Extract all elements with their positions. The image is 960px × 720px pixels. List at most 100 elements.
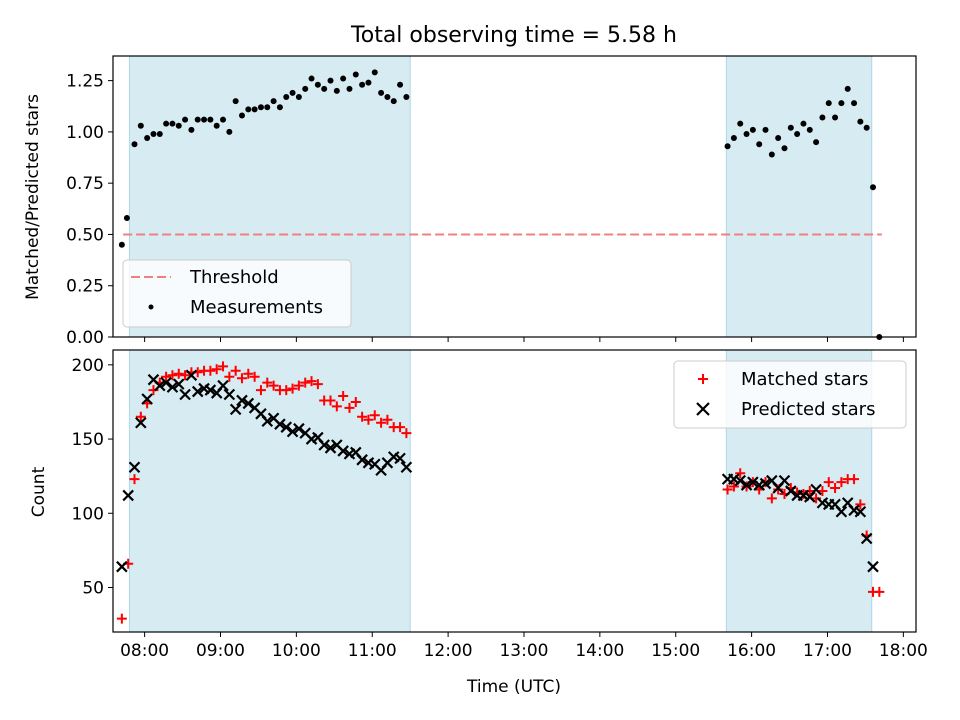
- measurement-point: [762, 126, 769, 133]
- x-tick-label: 11:00: [348, 641, 397, 661]
- legend-box: [122, 259, 352, 328]
- matched-star-point: [836, 477, 847, 488]
- matched-star-point: [135, 411, 146, 422]
- x-tick-label: 12:00: [424, 641, 473, 661]
- matched-star-point: [728, 481, 739, 492]
- matched-star-point: [855, 499, 866, 510]
- observing-window-span: [725, 55, 873, 338]
- x-axis-label: Time (UTC): [466, 677, 561, 697]
- matched-star-point: [722, 484, 733, 495]
- predicted-star-point: [324, 442, 337, 454]
- matched-star-point: [293, 380, 304, 391]
- matched-star-point: [344, 402, 355, 413]
- measurement-point: [743, 130, 750, 137]
- matched-star-point: [161, 371, 172, 382]
- measurement-point: [775, 135, 782, 142]
- measurement-point: [813, 139, 820, 146]
- predicted-star-point: [229, 403, 242, 416]
- measurement-point: [238, 112, 245, 119]
- predicted-star-point: [223, 388, 236, 401]
- matched-star-point: [376, 417, 387, 428]
- matched-star-point: [243, 368, 254, 379]
- measurement-point: [378, 89, 385, 96]
- measurement-point: [352, 71, 359, 78]
- predicted-star-point: [236, 394, 248, 407]
- matched-star-point: [350, 396, 361, 407]
- matched-star-point: [129, 474, 140, 485]
- legend: Threshold Measurements: [122, 259, 352, 328]
- predicted-star-point: [116, 560, 128, 573]
- measurement-point: [346, 85, 353, 92]
- measurement-point: [749, 126, 756, 133]
- x-tick-label: 17:00: [803, 641, 852, 661]
- measurement-point: [359, 81, 366, 88]
- measurement-point: [213, 122, 220, 129]
- matched-star-point: [357, 411, 368, 422]
- axes-frame: [112, 349, 917, 633]
- bottom-panel: 08:00 09:00 10:00 11:00 12:00 13:00 14:00 15:00…: [72, 349, 928, 661]
- x-tick-label: 10:00: [272, 641, 321, 661]
- predicted-star-point: [867, 560, 879, 573]
- measurement-point: [327, 77, 334, 84]
- matched-star-point: [268, 380, 279, 391]
- measurement-point: [737, 120, 744, 127]
- legend-threshold-label: Threshold: [189, 267, 279, 288]
- predicted-star-point: [286, 425, 299, 438]
- measurement-point: [787, 124, 794, 131]
- matched-star-point: [306, 376, 317, 387]
- measurement-point: [768, 151, 775, 158]
- x-tick-label: 18:00: [879, 641, 928, 661]
- predicted-star-point: [172, 378, 185, 390]
- predicted-star-point: [394, 452, 406, 465]
- predicted-star-point: [122, 489, 134, 502]
- matched-star-point: [401, 428, 412, 439]
- predicted-star-point: [835, 506, 848, 518]
- predicted-star-point: [400, 461, 413, 474]
- measurement-point: [283, 94, 290, 101]
- top-panel: 0.00 0.25 0.50 0.75 1.00 1.25 Threshold Measure…: [66, 55, 917, 348]
- matched-star-point: [287, 383, 298, 394]
- matched-star-point: [830, 483, 841, 494]
- measurement-point: [730, 135, 737, 142]
- bottom-y-axis-label: Count: [29, 466, 49, 517]
- predicted-star-point: [217, 379, 229, 392]
- measurement-point: [403, 94, 410, 101]
- measurement-point: [340, 75, 347, 82]
- measurement-point: [844, 85, 851, 92]
- matched-star-point: [338, 391, 349, 402]
- measurement-point: [226, 128, 233, 135]
- measurement-point: [150, 130, 157, 137]
- measurement-point: [201, 116, 208, 123]
- y-tick-label: 100: [72, 504, 104, 524]
- predicted-star-point: [135, 416, 147, 429]
- measurement-point: [857, 118, 864, 125]
- legend-matched-swatch: [698, 374, 708, 384]
- x-tick-label: 15:00: [651, 641, 700, 661]
- predicted-star-point: [242, 397, 255, 410]
- predicted-star-point: [747, 476, 759, 488]
- y-tick-label: 150: [72, 430, 104, 450]
- legend-matched-label: Matched stars: [741, 369, 868, 390]
- predicted-star-point: [337, 445, 349, 457]
- measurement-point: [207, 116, 214, 123]
- matched-star-point: [218, 361, 229, 372]
- predicted-star-point: [318, 439, 330, 451]
- predicted-star-point: [166, 381, 179, 393]
- measurement-point: [175, 122, 182, 129]
- predicted-star-point: [759, 477, 772, 490]
- measurement-point: [781, 145, 788, 152]
- matched-star-point: [236, 373, 247, 384]
- measurement-point: [302, 85, 309, 92]
- predicted-star-point: [185, 369, 198, 382]
- measurement-point: [321, 85, 328, 92]
- matched-star-point: [173, 368, 184, 379]
- matched-star-point: [766, 493, 777, 504]
- measurement-point: [194, 116, 201, 123]
- matched-star-point: [331, 401, 342, 412]
- predicted-star-point: [860, 532, 873, 545]
- predicted-star-point: [293, 422, 305, 435]
- predicted-star-point: [154, 379, 166, 392]
- legend-predicted-swatch: [696, 402, 710, 416]
